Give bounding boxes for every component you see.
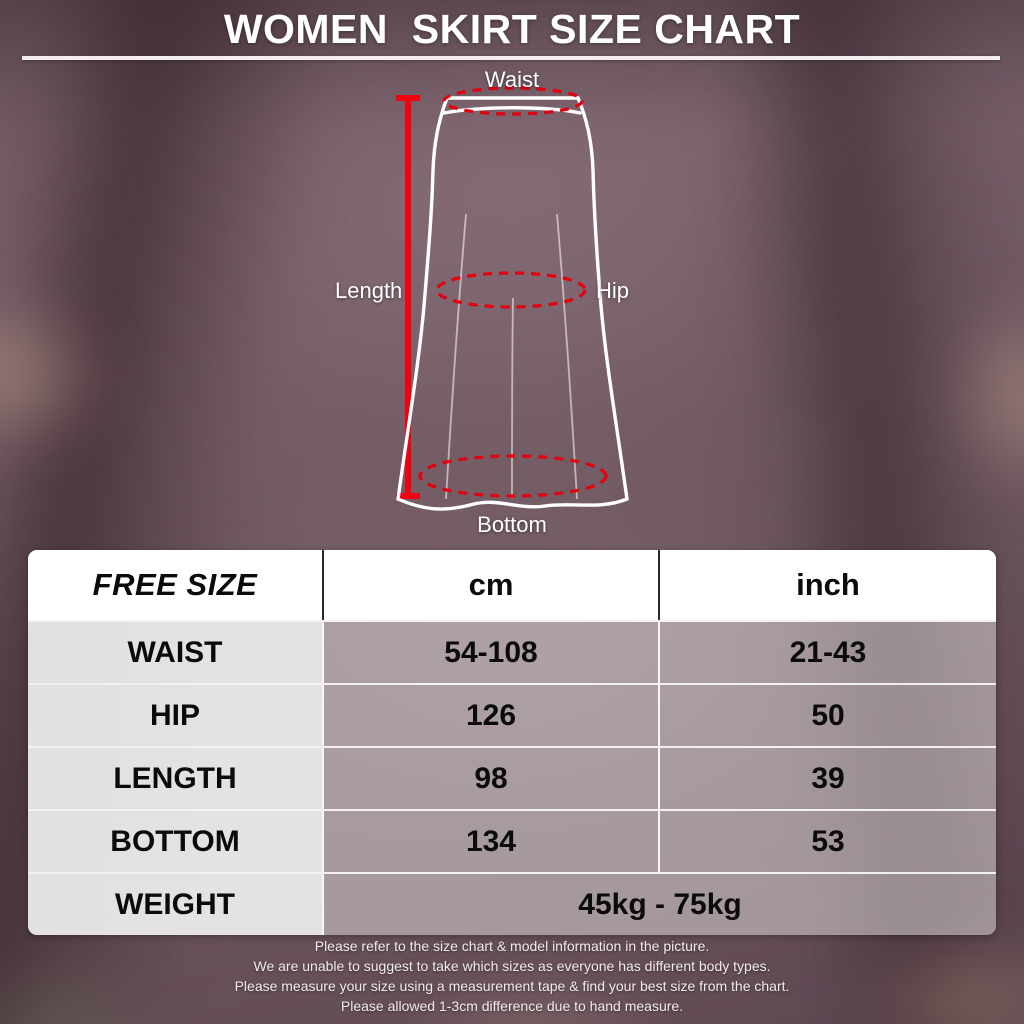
header-cm: cm [322, 550, 658, 620]
row-cm: 98 [322, 748, 658, 809]
row-cm: 134 [322, 811, 658, 872]
title-divider [22, 56, 1000, 60]
bottom-label: Bottom [477, 512, 547, 537]
row-label-weight: WEIGHT [28, 874, 322, 935]
row-label: WAIST [28, 622, 322, 683]
length-label: Length [335, 278, 403, 303]
hip-measure-ellipse [435, 271, 587, 309]
footer-line-4: Please allowed 1-3cm difference due to h… [340, 998, 684, 1014]
table-row-weight: WEIGHT 45kg - 75kg [28, 872, 996, 935]
page-title: WOMEN SKIRT SIZE CHART [223, 6, 801, 52]
table-row: BOTTOM 134 53 [28, 809, 996, 872]
row-label: LENGTH [28, 748, 322, 809]
table-row: HIP 126 50 [28, 683, 996, 746]
footer-line-2: We are unable to suggest to take which s… [253, 958, 771, 974]
row-inch: 50 [658, 685, 996, 746]
table-row: WAIST 54-108 21-43 [28, 620, 996, 683]
row-cm: 126 [322, 685, 658, 746]
bottom-measure-ellipse [418, 454, 608, 498]
row-cm: 54-108 [322, 622, 658, 683]
waist-label: Waist [484, 67, 540, 92]
waist-measure-ellipse [442, 86, 584, 116]
row-weight-value: 45kg - 75kg [322, 874, 996, 935]
row-inch: 39 [658, 748, 996, 809]
skirt-seams [445, 213, 578, 500]
row-label: BOTTOM [28, 811, 322, 872]
row-inch: 21-43 [658, 622, 996, 683]
footer-line-3: Please measure your size using a measure… [234, 978, 790, 994]
skirt-diagram: Waist Length Hip Bottom [0, 62, 1024, 540]
footer-line-1: Please refer to the size chart & model i… [314, 938, 710, 954]
hip-label: Hip [596, 278, 630, 303]
skirt-outline [396, 96, 629, 511]
row-label: HIP [28, 685, 322, 746]
table-header-row: FREE SIZE cm inch [28, 550, 996, 620]
row-inch: 53 [658, 811, 996, 872]
footer-notes: Please refer to the size chart & model i… [0, 936, 1024, 1016]
header-inch: inch [658, 550, 996, 620]
size-table: FREE SIZE cm inch WAIST 54-108 21-43 HIP… [28, 550, 996, 935]
table-row: LENGTH 98 39 [28, 746, 996, 809]
header-free-size: FREE SIZE [92, 567, 258, 602]
